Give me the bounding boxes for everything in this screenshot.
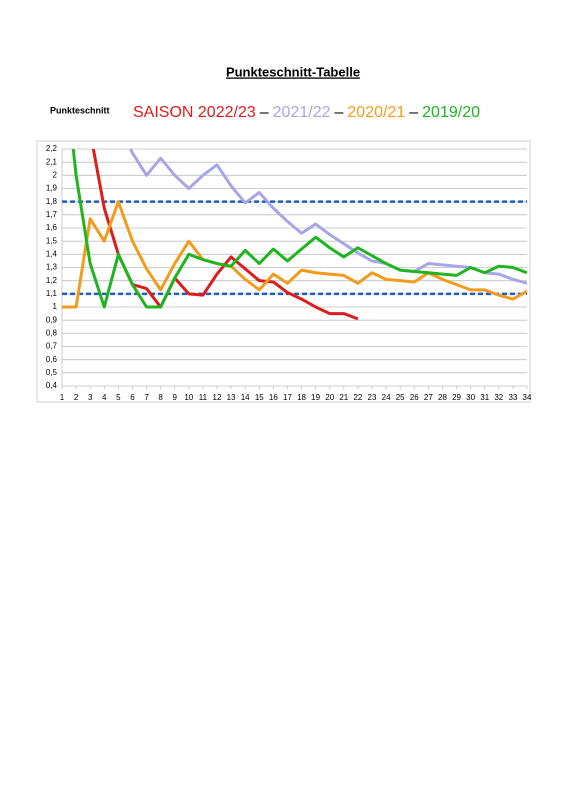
x-tick-label: 5 — [116, 393, 121, 402]
y-tick-label: 1,9 — [46, 184, 58, 193]
x-tick-label: 7 — [144, 393, 149, 402]
y-tick-label: 0,8 — [46, 328, 58, 337]
x-tick-label: 26 — [410, 393, 419, 402]
x-tick-label: 19 — [311, 393, 320, 402]
legend-separator: – — [335, 104, 344, 121]
x-tick-label: 31 — [480, 393, 489, 402]
legend: SAISON 2022/23–2021/22–2020/21–2019/20 — [133, 104, 480, 121]
x-tick-label: 15 — [255, 393, 264, 402]
x-tick-label: 8 — [158, 393, 163, 402]
y-tick-label: 2,2 — [46, 144, 58, 153]
y-axis-label: Punkteschnitt — [50, 105, 110, 115]
x-tick-label: 33 — [508, 393, 517, 402]
x-tick-label: 13 — [227, 393, 236, 402]
x-tick-label: 12 — [213, 393, 222, 402]
series-line — [128, 149, 527, 285]
y-tick-label: 1,6 — [46, 223, 58, 232]
x-tick-label: 28 — [438, 393, 447, 402]
y-tick-label: 1,7 — [46, 210, 58, 219]
x-tick-label: 25 — [396, 393, 405, 402]
x-tick-label: 10 — [184, 393, 193, 402]
y-tick-label: 2 — [53, 170, 58, 179]
x-tick-label: 3 — [88, 393, 93, 402]
y-tick-label: 1,2 — [46, 276, 58, 285]
legend-entry: 2019/20 — [422, 104, 480, 121]
x-tick-label: 16 — [269, 393, 278, 402]
x-tick-label: 9 — [173, 393, 178, 402]
y-tick-label: 1,4 — [46, 249, 58, 258]
x-tick-label: 1 — [60, 393, 65, 402]
legend-entry: SAISON 2022/23 — [133, 104, 256, 121]
x-tick-label: 34 — [523, 393, 532, 402]
x-tick-label: 6 — [130, 393, 135, 402]
x-tick-label: 14 — [241, 393, 250, 402]
x-tick-label: 32 — [494, 393, 503, 402]
x-tick-label: 11 — [199, 393, 208, 402]
y-tick-label: 1,5 — [46, 236, 58, 245]
y-tick-label: 0,7 — [46, 342, 58, 351]
legend-entry: 2021/22 — [273, 104, 331, 121]
series-line — [62, 200, 527, 309]
legend-separator: – — [260, 104, 269, 121]
x-tick-label: 29 — [452, 393, 461, 402]
y-tick-label: 1,1 — [46, 289, 58, 298]
x-tick-label: 20 — [325, 393, 334, 402]
x-tick-label: 4 — [102, 393, 107, 402]
chart-title: Punkteschnitt-Tabelle — [226, 64, 360, 79]
x-tick-label: 30 — [466, 393, 475, 402]
y-tick-label: 0,5 — [46, 368, 58, 377]
y-tick-label: 0,6 — [46, 355, 58, 364]
x-tick-label: 2 — [74, 393, 79, 402]
chart-frame — [36, 140, 531, 403]
legend-separator: – — [409, 104, 418, 121]
y-tick-label: 1,8 — [46, 197, 58, 206]
y-tick-label: 2,1 — [46, 157, 58, 166]
x-tick-label: 22 — [353, 393, 362, 402]
x-tick-label: 17 — [283, 393, 292, 402]
y-tick-label: 1,3 — [46, 263, 58, 272]
x-tick-label: 23 — [368, 393, 377, 402]
series-line — [91, 149, 359, 321]
y-tick-label: 0,4 — [46, 381, 58, 390]
x-tick-label: 24 — [382, 393, 391, 402]
y-tick-label: 1 — [53, 302, 58, 311]
series-line — [71, 149, 527, 309]
x-tick-label: 18 — [297, 393, 306, 402]
x-tick-label: 27 — [424, 393, 433, 402]
legend-entry: 2020/21 — [347, 104, 405, 121]
y-tick-label: 0,9 — [46, 315, 58, 324]
x-tick-label: 21 — [339, 393, 348, 402]
